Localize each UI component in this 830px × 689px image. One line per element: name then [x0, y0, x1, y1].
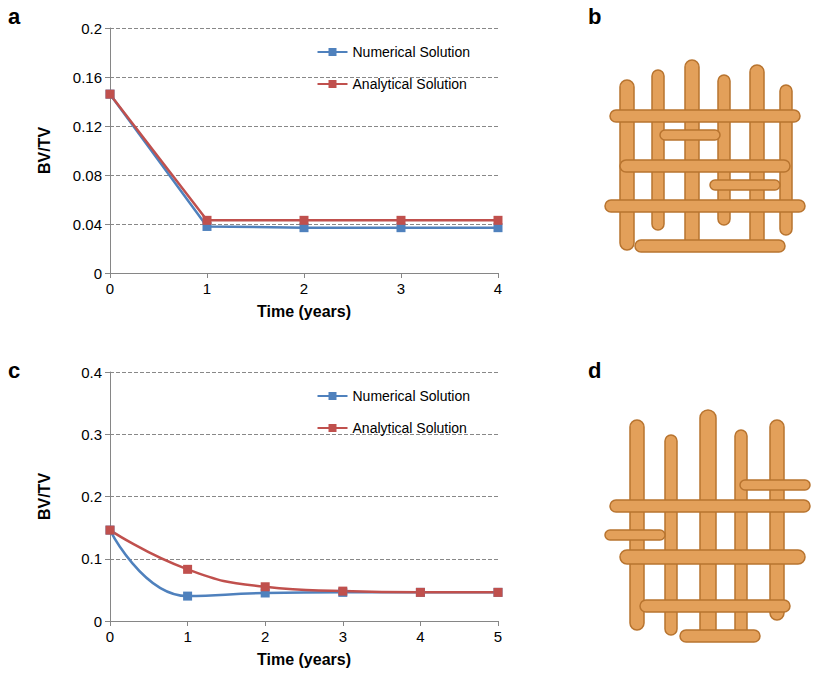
svg-text:0: 0 — [106, 628, 114, 645]
svg-text:5: 5 — [494, 628, 502, 645]
svg-text:0.4: 0.4 — [81, 364, 102, 381]
svg-text:0.12: 0.12 — [73, 118, 102, 135]
html-text:c: c — [8, 358, 21, 383]
svg-text:0.08: 0.08 — [73, 167, 102, 184]
html-text:d: d — [588, 358, 602, 383]
svg-text:Analytical Solution: Analytical Solution — [353, 420, 467, 436]
svg-text:BV/TV: BV/TV — [36, 127, 53, 174]
svg-text:Numerical Solution: Numerical Solution — [353, 388, 471, 404]
svg-text:Time (years): Time (years) — [257, 303, 351, 320]
svg-text:Numerical Solution: Numerical Solution — [353, 44, 471, 60]
svg-text:2: 2 — [300, 280, 308, 297]
svg-text:2: 2 — [261, 628, 269, 645]
svg-text:3: 3 — [397, 280, 405, 297]
svg-text:Analytical Solution: Analytical Solution — [353, 76, 467, 92]
svg-text:0.2: 0.2 — [81, 488, 102, 505]
svg-text:Time (years): Time (years) — [257, 651, 351, 668]
svg-text:0.2: 0.2 — [81, 20, 102, 37]
svg-text:0.3: 0.3 — [81, 426, 102, 443]
svg-text:4: 4 — [416, 628, 424, 645]
svg-text:0.04: 0.04 — [73, 216, 102, 233]
svg-text:3: 3 — [339, 628, 347, 645]
html-text:b: b — [588, 4, 602, 29]
svg-text:4: 4 — [494, 280, 502, 297]
svg-text:0.1: 0.1 — [81, 550, 102, 567]
svg-text:0: 0 — [94, 613, 102, 630]
svg-text:BV/TV: BV/TV — [36, 473, 53, 520]
svg-text:1: 1 — [203, 280, 211, 297]
svg-text:0.16: 0.16 — [73, 69, 102, 86]
html-text:a: a — [8, 4, 21, 29]
svg-text:0: 0 — [106, 280, 114, 297]
svg-text:0: 0 — [94, 265, 102, 282]
svg-text:1: 1 — [183, 628, 191, 645]
